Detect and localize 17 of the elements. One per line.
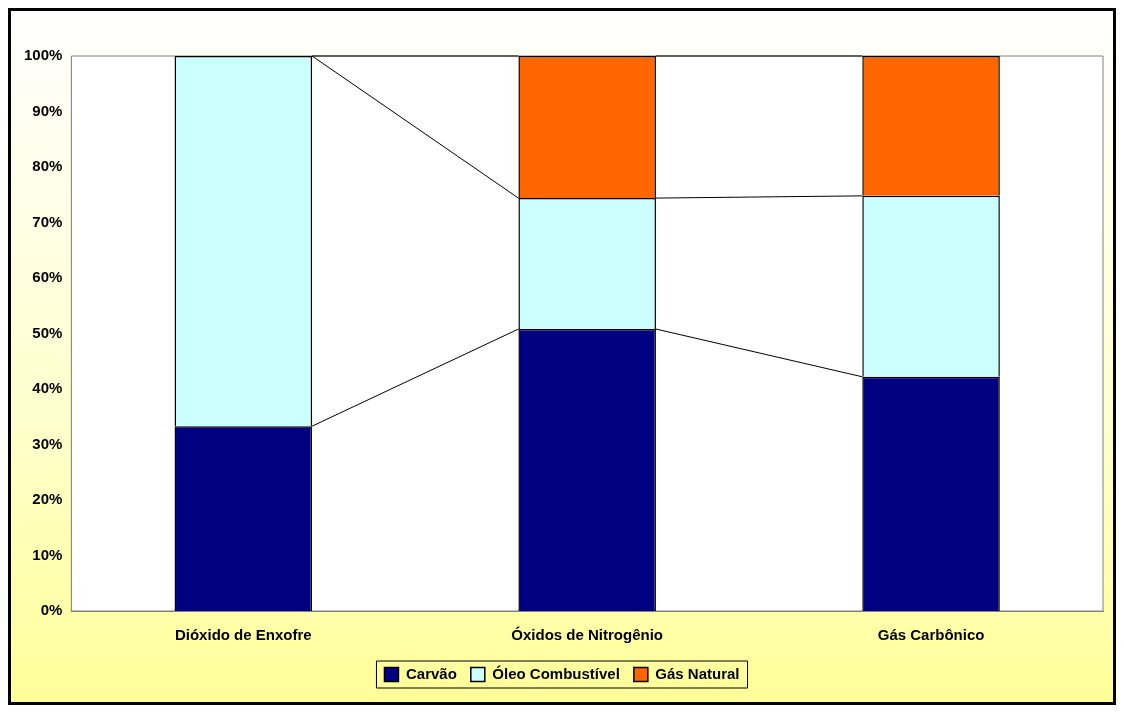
y-tick-label: 10% — [32, 545, 63, 563]
y-tick-label: 50% — [32, 323, 63, 341]
legend-label: Óleo Combustível — [492, 664, 620, 682]
y-tick-label: 40% — [32, 379, 63, 397]
legend-label: Carvão — [405, 664, 457, 682]
y-tick-label: 90% — [32, 101, 63, 119]
y-tick-label: 80% — [32, 157, 63, 175]
x-tick-label: Gás Carbônico — [877, 626, 985, 644]
y-tick-label: 70% — [32, 212, 63, 230]
x-tick-label: Óxidos de Nitrogênio — [511, 626, 664, 644]
y-tick-label: 20% — [32, 490, 63, 508]
x-tick-label: Dióxido de Enxofre — [174, 626, 312, 644]
legend-label: Gás Natural — [655, 664, 740, 682]
y-tick-label: 0% — [40, 601, 63, 619]
y-tick-label: 30% — [32, 434, 63, 452]
y-tick-label: 60% — [32, 268, 63, 286]
y-tick-label: 100% — [23, 46, 63, 64]
